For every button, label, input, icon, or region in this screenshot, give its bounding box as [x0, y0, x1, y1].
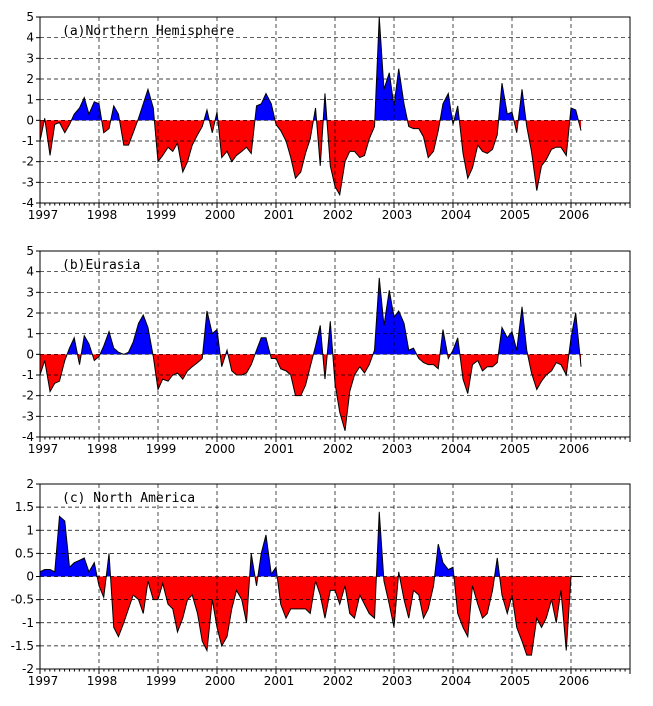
panel-1: -4 -3 -2 -1 0 1 2 3 4 5 1997 1998 1999 2000 2001 2002 20…	[22, 10, 631, 222]
y-tick-label: 4	[26, 31, 34, 45]
x-tick-label: 1999	[146, 674, 177, 688]
x-tick-label: 1999	[146, 442, 177, 456]
x-tick-label: 2003	[382, 208, 413, 222]
y-tick-label: -3	[22, 175, 34, 189]
y-tick-label: 3	[26, 51, 34, 65]
y-tick-label: -1.5	[11, 639, 34, 653]
x-tick-label: 2006	[559, 674, 590, 688]
panel-title: (c) North America	[62, 491, 195, 506]
x-tick-label: 2002	[323, 674, 354, 688]
positive-area	[40, 511, 582, 577]
x-tick-label: 2004	[441, 208, 472, 222]
y-tick-label: -2	[22, 662, 34, 676]
panel-title: (a)Northern Hemisphere	[62, 24, 234, 39]
y-tick-label: 1	[26, 327, 34, 341]
series-line	[39, 277, 582, 431]
y-tick-label: 0	[26, 113, 34, 127]
y-tick-label: 1	[26, 93, 34, 107]
x-tick-label: 2001	[264, 674, 295, 688]
y-tick-label: -2	[22, 155, 34, 169]
panel-title: (b)Eurasia	[62, 258, 140, 273]
x-tick-label: 2001	[264, 442, 295, 456]
y-tick-label: -1	[22, 134, 34, 148]
series-line	[39, 511, 582, 656]
y-tick-label: 2	[26, 306, 34, 320]
negative-area	[40, 576, 582, 656]
x-tick-label: 2004	[441, 674, 472, 688]
x-tick-label: 1997	[28, 442, 59, 456]
y-tick-label: -0.5	[11, 593, 34, 607]
x-tick-label: 2000	[205, 208, 236, 222]
x-tick-label: 1999	[146, 208, 177, 222]
x-tick-label: 2003	[382, 674, 413, 688]
x-tick-label: 2000	[205, 442, 236, 456]
x-tick-label: 1998	[87, 442, 118, 456]
x-tick-label: 2005	[500, 674, 531, 688]
y-tick-label: 2	[26, 477, 34, 491]
y-tick-label: 0	[26, 347, 34, 361]
x-tick-label: 2001	[264, 208, 295, 222]
x-tick-label: 2002	[323, 208, 354, 222]
x-tick-label: 2004	[441, 442, 472, 456]
y-tick-label: 0	[26, 570, 34, 584]
y-tick-label: 5	[26, 10, 34, 24]
x-tick-label: 2003	[382, 442, 413, 456]
x-tick-label: 2005	[500, 442, 531, 456]
x-tick-label: 2005	[500, 208, 531, 222]
y-tick-label: 3	[26, 285, 34, 299]
x-tick-label: 2006	[559, 442, 590, 456]
y-tick-label: -3	[22, 409, 34, 423]
y-tick-label: -4	[22, 430, 34, 444]
positive-area	[40, 17, 582, 121]
x-tick-label: 1998	[87, 208, 118, 222]
series-line	[39, 16, 582, 197]
panel-2: -4 -3 -2 -1 0 1 2 3 4 5 1997 1998 1999 2000 2001 2002 20…	[22, 244, 631, 456]
panel-3: -2 -1.5 -1 -0.5 0 0.5 1 1.5 2 1997 1998 1999 2000 200…	[11, 477, 631, 688]
y-tick-label: 2	[26, 72, 34, 86]
x-tick-label: 1997	[28, 674, 59, 688]
x-tick-label: 1997	[28, 208, 59, 222]
x-tick-label: 1998	[87, 674, 118, 688]
y-tick-label: -4	[22, 196, 34, 210]
negative-area	[40, 120, 582, 195]
y-tick-label: -2	[22, 389, 34, 403]
y-tick-label: 4	[26, 265, 34, 279]
y-tick-label: 5	[26, 244, 34, 258]
y-tick-label: 0.5	[15, 546, 34, 560]
x-tick-label: 2002	[323, 442, 354, 456]
y-tick-label: -1	[22, 368, 34, 382]
y-tick-label: -1	[22, 616, 34, 630]
y-tick-label: 1.5	[15, 500, 34, 514]
y-tick-label: 1	[26, 523, 34, 537]
x-tick-label: 2006	[559, 208, 590, 222]
x-tick-label: 2000	[205, 674, 236, 688]
